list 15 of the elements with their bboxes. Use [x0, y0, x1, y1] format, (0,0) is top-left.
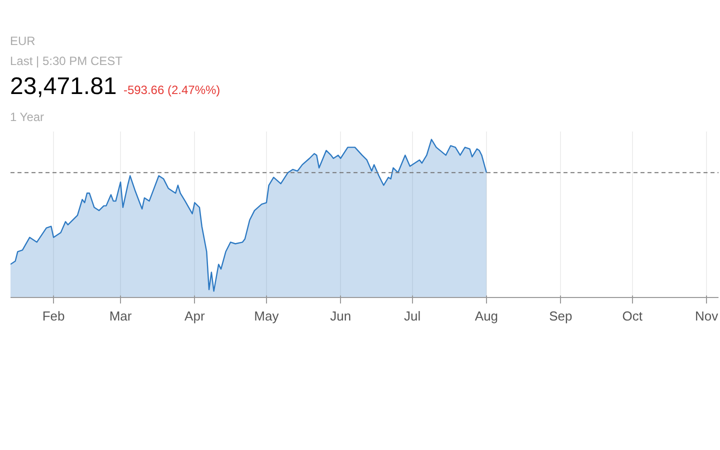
x-tick-label: Sep [549, 308, 572, 324]
text: -593.66 (2.47%%) [123, 83, 220, 97]
x-tick-label: Oct [622, 308, 643, 324]
x-tick-label: May [254, 308, 280, 324]
text: Last | 5:30 PM CEST [10, 54, 122, 68]
x-tick-label: Nov [694, 308, 719, 324]
x-tick-label: Jul [404, 308, 421, 324]
text: EUR [10, 34, 36, 48]
x-tick-label: Feb [42, 308, 65, 324]
x-tick-label: Apr [184, 308, 206, 324]
x-tick-label: Aug [474, 308, 498, 324]
text: 23,471.81 [10, 73, 117, 100]
x-tick-label: Jun [330, 308, 352, 324]
text: 1 Year [10, 110, 44, 124]
x-tick-label: Mar [109, 308, 132, 324]
